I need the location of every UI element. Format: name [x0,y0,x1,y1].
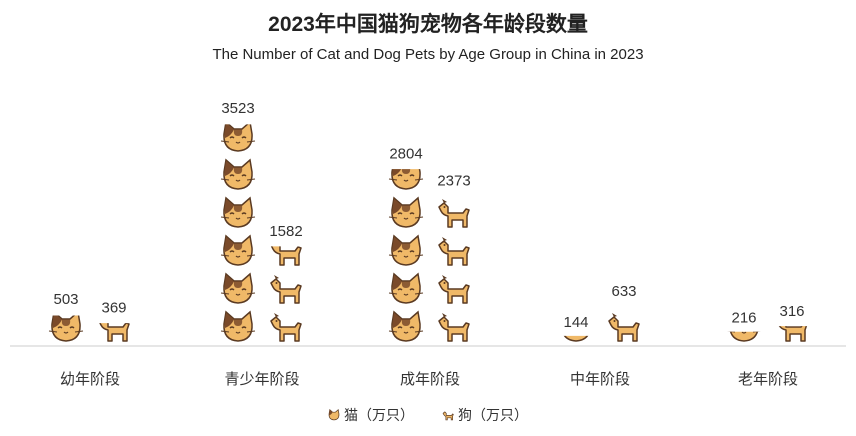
cat-icon [220,272,256,304]
dog-icon [438,199,470,228]
bar-dog-0[interactable] [99,313,130,342]
bar-dog-4[interactable] [777,313,808,342]
data-label-dog-2: 2373 [437,173,470,190]
dog-icon [270,313,302,342]
dog-icon [438,237,470,266]
cat-icon [328,409,340,421]
x-tick-label-4: 老年阶段 [738,371,798,388]
cat-icon [220,196,256,228]
bar-cat-0[interactable] [48,312,84,342]
bar-cat-3[interactable] [559,312,593,342]
legend-label-dog: 狗（万只） [458,407,528,423]
cat-icon [388,169,424,190]
dog-icon [270,246,302,266]
cat-icon [48,315,84,342]
legend-label-cat: 猫（万只） [344,407,414,423]
data-label-dog-4: 316 [779,303,804,320]
dog-icon [778,326,808,342]
cat-icon [388,310,424,342]
data-label-dog-1: 1582 [269,223,302,240]
bar-dog-1[interactable] [270,237,302,342]
data-label-cat-4: 216 [731,309,756,326]
legend-item-dog[interactable]: 狗（万只） [442,405,528,425]
dog-icon [608,313,640,342]
data-label-cat-0: 503 [53,291,78,308]
cat-icon [220,234,256,266]
data-label-cat-3: 144 [563,314,588,331]
cat-icon [220,310,256,342]
x-tick-label-1: 青少年阶段 [224,371,299,388]
bar-cat-2[interactable] [388,160,424,342]
chart-subtitle: The Number of Cat and Dog Pets by Age Gr… [212,46,644,63]
cat-icon [388,272,424,304]
data-label-cat-2: 2804 [389,145,422,162]
x-tick-label-2: 成年阶段 [400,371,460,388]
cat-icon [729,331,759,342]
x-tick-label-3: 中年阶段 [570,371,630,388]
dog-icon [270,275,302,304]
cat-icon [563,335,589,342]
cat-icon [220,124,256,152]
data-label-cat-1: 3523 [221,100,254,117]
cat-icon [388,234,424,266]
bar-cat-1[interactable] [220,122,256,342]
cat-icon [220,158,256,190]
bar-dog-2[interactable] [438,199,470,342]
bar-cat-4[interactable] [727,312,761,342]
cat-icon [388,196,424,228]
dog-icon [442,411,454,421]
x-tick-label-0: 幼年阶段 [60,371,120,388]
chart-title: 2023年中国猫狗宠物各年龄段数量 [268,13,588,36]
legend-item-cat[interactable]: 猫（万只） [328,405,414,425]
dog-icon [438,275,470,304]
bar-dog-3[interactable] [608,275,640,342]
data-label-dog-0: 369 [101,300,126,317]
legend: 猫（万只） 狗（万只） [0,405,856,425]
data-label-dog-3: 633 [611,283,636,300]
dog-icon [99,323,130,342]
dog-icon [438,313,470,342]
